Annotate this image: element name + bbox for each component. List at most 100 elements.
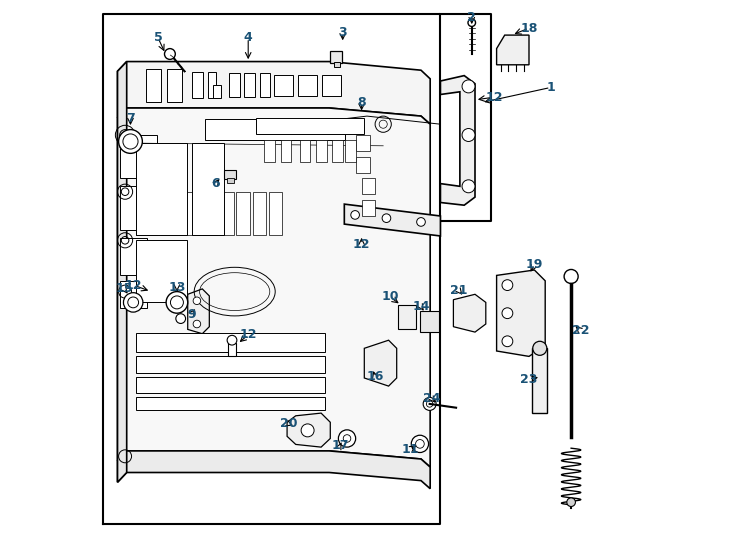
Text: 14: 14	[413, 300, 429, 313]
Text: 3: 3	[338, 26, 347, 39]
Bar	[362, 178, 375, 194]
Polygon shape	[497, 270, 545, 356]
Circle shape	[344, 435, 351, 442]
Polygon shape	[454, 294, 486, 332]
Text: 12: 12	[239, 328, 257, 341]
Bar	[136, 192, 158, 235]
Circle shape	[123, 293, 143, 312]
Bar	[321, 75, 341, 96]
Polygon shape	[117, 108, 430, 467]
Text: 12: 12	[485, 91, 503, 104]
Text: 21: 21	[450, 284, 468, 297]
Circle shape	[415, 440, 424, 448]
Bar	[280, 140, 291, 162]
Circle shape	[123, 134, 138, 149]
Circle shape	[411, 435, 429, 453]
Bar	[260, 73, 270, 97]
Circle shape	[533, 341, 547, 355]
Circle shape	[424, 397, 436, 410]
Bar	[120, 238, 147, 275]
Circle shape	[193, 297, 200, 305]
Polygon shape	[117, 62, 127, 482]
Bar	[299, 140, 310, 162]
Polygon shape	[364, 340, 396, 386]
Bar	[136, 356, 325, 373]
Bar	[330, 51, 342, 63]
Bar	[274, 75, 293, 96]
Bar	[227, 178, 233, 183]
Polygon shape	[117, 62, 430, 124]
Polygon shape	[344, 204, 440, 236]
Bar	[145, 69, 161, 102]
Text: 17: 17	[331, 439, 349, 452]
Bar	[136, 333, 325, 352]
Bar	[120, 281, 147, 308]
Circle shape	[426, 401, 433, 407]
Bar	[167, 69, 182, 102]
Bar	[333, 62, 340, 67]
Circle shape	[502, 336, 513, 347]
Text: 11: 11	[401, 443, 419, 456]
Bar	[256, 118, 364, 134]
Text: 10: 10	[382, 291, 399, 303]
Bar	[399, 305, 415, 329]
Bar	[192, 143, 224, 235]
Bar	[420, 310, 439, 332]
Bar	[136, 377, 325, 393]
Bar	[208, 72, 216, 98]
Text: 15: 15	[115, 282, 133, 295]
Bar	[252, 192, 266, 235]
Text: 6: 6	[211, 177, 220, 190]
Text: 5: 5	[153, 31, 162, 44]
Circle shape	[170, 296, 184, 309]
Bar	[269, 192, 282, 235]
Circle shape	[462, 80, 475, 93]
Bar	[356, 157, 370, 173]
Bar	[228, 343, 236, 356]
Text: 20: 20	[280, 417, 297, 430]
Bar	[298, 75, 317, 96]
Text: 24: 24	[423, 392, 440, 405]
Bar	[120, 186, 158, 230]
Text: 12: 12	[353, 238, 371, 251]
Polygon shape	[188, 289, 209, 334]
Bar	[224, 170, 236, 179]
Bar	[532, 348, 548, 413]
Text: 19: 19	[526, 258, 543, 271]
Text: 9: 9	[187, 308, 196, 321]
Text: 23: 23	[520, 373, 538, 386]
Polygon shape	[117, 451, 430, 489]
Text: 16: 16	[366, 370, 384, 383]
Bar	[136, 240, 187, 302]
Polygon shape	[287, 413, 330, 447]
Bar	[346, 140, 356, 162]
Bar	[161, 192, 182, 235]
Bar	[229, 73, 240, 97]
Bar	[236, 192, 250, 235]
Circle shape	[567, 498, 575, 507]
Text: 2: 2	[468, 11, 476, 24]
Bar	[192, 72, 203, 98]
Circle shape	[382, 214, 390, 222]
Circle shape	[301, 424, 314, 437]
Text: 1: 1	[546, 81, 555, 94]
Polygon shape	[440, 76, 475, 205]
Circle shape	[468, 19, 476, 26]
Bar	[220, 192, 233, 235]
Bar	[356, 135, 370, 151]
Circle shape	[462, 180, 475, 193]
Bar	[213, 85, 221, 98]
Text: 22: 22	[572, 324, 589, 337]
Text: 18: 18	[520, 22, 538, 35]
Circle shape	[119, 130, 142, 153]
Text: 8: 8	[357, 96, 366, 109]
Bar	[332, 140, 343, 162]
Circle shape	[227, 335, 237, 345]
Text: 4: 4	[244, 31, 252, 44]
Bar	[264, 140, 275, 162]
Bar	[205, 119, 346, 140]
Circle shape	[462, 129, 475, 141]
Circle shape	[128, 297, 139, 308]
Bar	[316, 140, 327, 162]
Polygon shape	[497, 35, 529, 65]
